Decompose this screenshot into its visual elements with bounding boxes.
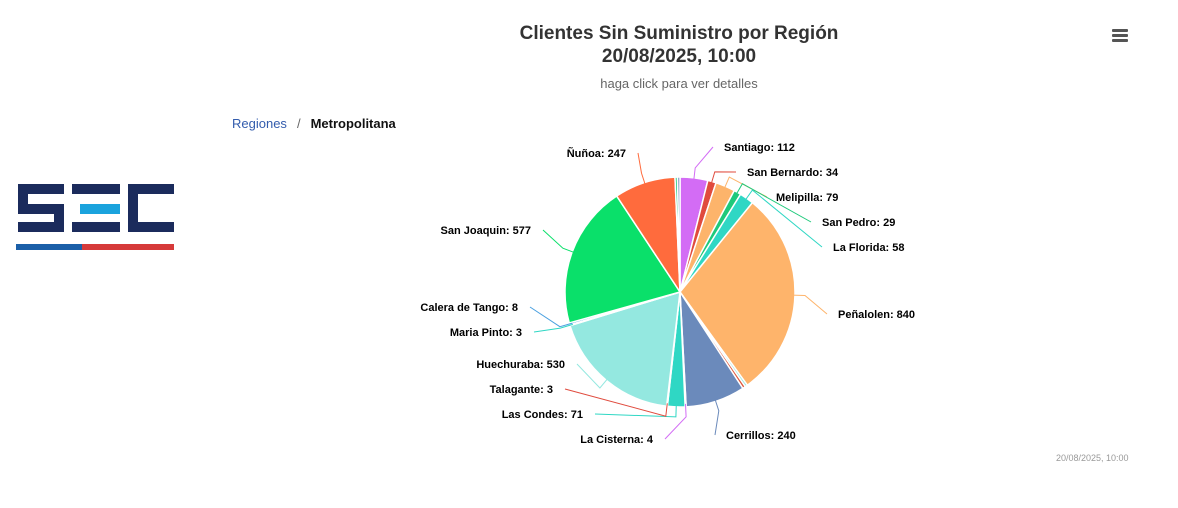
data-label: La Florida: 58	[833, 242, 905, 254]
hamburger-menu-icon[interactable]	[1108, 27, 1132, 47]
connector-line	[735, 183, 812, 223]
data-label: Santiago: 112	[724, 142, 795, 154]
connector-line	[564, 388, 668, 417]
data-label: Ñuñoa: 247	[567, 147, 626, 160]
data-label: La Cisterna: 4	[580, 434, 654, 446]
data-label: Maria Pinto: 3	[450, 327, 522, 339]
breadcrumb-current: Metropolitana	[310, 116, 396, 131]
breadcrumb: Regiones / Metropolitana	[232, 116, 396, 131]
chart-subtitle: haga click para ver detalles	[600, 76, 758, 91]
data-label: Huechuraba: 530	[476, 359, 565, 371]
data-label: San Pedro: 29	[822, 217, 895, 229]
breadcrumb-separator: /	[296, 116, 301, 131]
data-label: Peñalolen: 840	[838, 309, 915, 321]
breadcrumb-regiones-link[interactable]: Regiones	[232, 116, 287, 131]
pie-slice[interactable]	[676, 176, 681, 293]
data-label: San Bernardo: 34	[747, 167, 839, 179]
connector-line	[710, 171, 737, 185]
data-label: San Joaquin: 577	[441, 225, 531, 237]
chart-title-line1: Clientes Sin Suministro por Región	[519, 23, 839, 44]
connector-line	[791, 294, 828, 315]
connector-line	[637, 152, 646, 186]
sec-logo	[16, 184, 174, 250]
connector-line	[664, 403, 687, 440]
connector-line	[542, 229, 576, 254]
connector-line	[529, 306, 573, 328]
data-label: Talagante: 3	[490, 384, 553, 396]
connector-line	[744, 189, 823, 248]
chart-credits: 20/08/2025, 10:00	[1056, 453, 1129, 463]
chart-title: Clientes Sin Suministro por Región 20/08…	[0, 22, 1178, 68]
connector-line	[533, 323, 573, 333]
connector-line	[594, 403, 677, 418]
connector-line	[576, 363, 609, 389]
data-label: Calera de Tango: 8	[420, 302, 518, 314]
data-label: Cerrillos: 240	[726, 430, 796, 442]
chart-title-line2: 20/08/2025, 10:00	[601, 46, 757, 67]
data-label: Las Condes: 71	[502, 409, 583, 421]
connector-line	[714, 398, 720, 436]
connector-line	[693, 146, 714, 181]
data-label: Melipilla: 79	[776, 192, 838, 204]
